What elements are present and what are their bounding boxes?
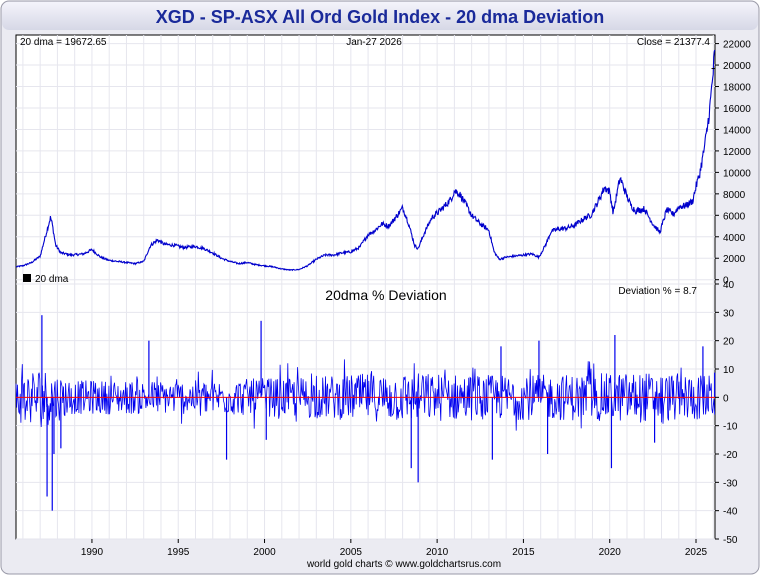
deviation-line xyxy=(15,359,716,431)
price-tick-label: 22000 xyxy=(723,40,751,51)
price-tick-label: 20000 xyxy=(723,61,751,72)
year-tick-label: 1990 xyxy=(81,547,104,558)
price-axis: 0 2000 4000 6000 8000 10000 12000 14000 16000 180… xyxy=(715,40,751,287)
deviation-grid xyxy=(16,283,715,540)
price-tick-label: 14000 xyxy=(723,125,751,136)
deviation-tick-label: 40 xyxy=(723,280,735,291)
footer-credit: world gold charts © www.goldchartsrus.co… xyxy=(306,559,501,570)
deviation-tick-label: 0 xyxy=(723,393,729,404)
legend-swatch xyxy=(23,274,31,282)
ma-label: 20 dma = 19672.65 xyxy=(20,37,107,48)
title-bar xyxy=(2,2,758,30)
deviation-tick-label: -40 xyxy=(723,507,738,518)
price-tick-label: 6000 xyxy=(723,211,746,222)
deviation-tick-label: -10 xyxy=(723,422,738,433)
close-label: Close = 21377.4 xyxy=(637,37,711,48)
year-tick-label: 2015 xyxy=(512,547,535,558)
year-tick-label: 2010 xyxy=(426,547,449,558)
xgd-price-line xyxy=(15,49,716,272)
price-tick-label: 12000 xyxy=(723,147,751,158)
deviation-series-layer xyxy=(15,315,716,511)
deviation-tick-label: 10 xyxy=(723,365,735,376)
price-tick-label: 4000 xyxy=(723,233,746,244)
year-tick-label: 2000 xyxy=(253,547,276,558)
deviation-tick-label: -50 xyxy=(723,535,738,546)
deviation-tick-label: -20 xyxy=(723,450,738,461)
deviation-label: Deviation % = 8.7 xyxy=(618,286,697,297)
price-grid xyxy=(16,35,715,284)
year-tick-label: 2020 xyxy=(599,547,622,558)
price-panel xyxy=(15,34,716,285)
year-tick-label: 1995 xyxy=(167,547,190,558)
price-tick-label: 0 xyxy=(723,276,729,287)
date-label: Jan-27 2026 xyxy=(346,37,402,48)
price-tick-label: 8000 xyxy=(723,190,746,201)
deviation-axis: 40 30 20 10 0 -10 -20 -30 -40 -50 xyxy=(715,280,738,546)
price-tick-label: 16000 xyxy=(723,104,751,115)
chart-title: XGD - SP-ASX All Ord Gold Index - 20 dma… xyxy=(156,7,604,27)
price-tick-label: 2000 xyxy=(723,254,746,265)
legend-label: 20 dma xyxy=(35,274,69,285)
price-tick-label: 18000 xyxy=(723,83,751,94)
deviation-tick-label: 20 xyxy=(723,337,735,348)
price-series-layer xyxy=(15,49,716,272)
year-axis: 1990 1995 2000 2005 2010 2015 2020 2025 xyxy=(81,539,708,558)
deviation-tick-label: 30 xyxy=(723,308,735,319)
year-tick-label: 2025 xyxy=(685,547,708,558)
year-tick-label: 2005 xyxy=(340,547,363,558)
deviation-tick-label: -30 xyxy=(723,478,738,489)
deviation-title: 20dma % Deviation xyxy=(325,287,446,303)
price-tick-label: 10000 xyxy=(723,168,751,179)
